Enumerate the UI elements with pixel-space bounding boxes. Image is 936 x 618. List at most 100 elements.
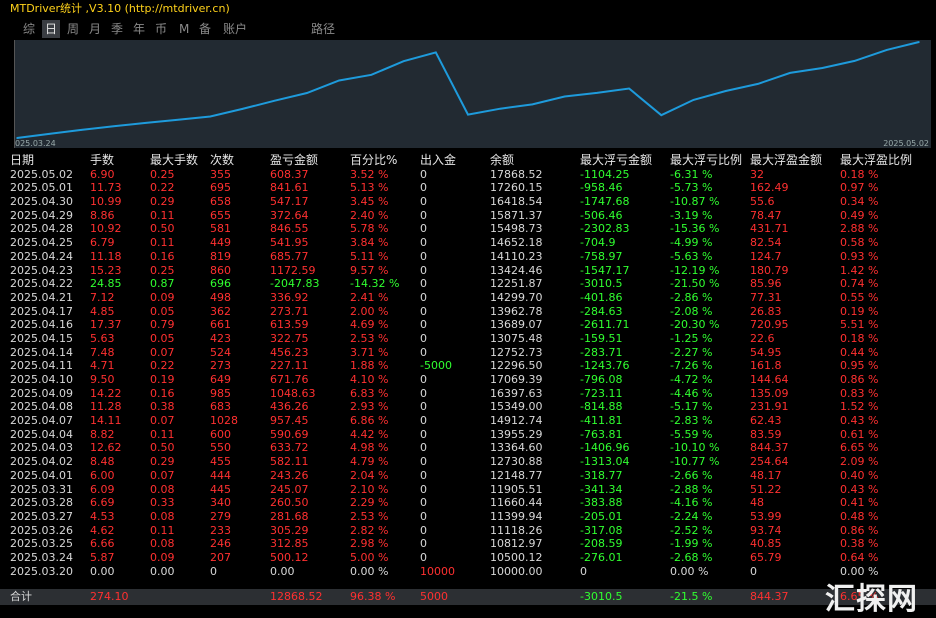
table-cell: 14110.23 xyxy=(490,249,543,263)
table-cell: 2025.04.11 xyxy=(10,359,73,373)
tab-2[interactable]: 周 xyxy=(67,22,80,36)
equity-point xyxy=(886,49,888,51)
table-row[interactable]: 2025.04.10 9.50 0.19 649 671.76 4.10 % 0 17069.… xyxy=(0,373,936,387)
table-cell: -2302.83 xyxy=(580,222,630,236)
table-row[interactable]: 2025.03.31 6.09 0.08 445 245.07 2.10 % 0 11905.… xyxy=(0,483,936,497)
table-cell: -317.08 xyxy=(580,523,623,537)
table-cell: 0.38 % xyxy=(840,537,879,551)
tab-0[interactable]: 综 xyxy=(23,22,36,36)
table-row[interactable]: 2025.04.02 8.48 0.29 455 582.11 4.79 % 0 12730.… xyxy=(0,455,936,469)
table-cell: 0 xyxy=(420,304,427,318)
equity-point xyxy=(306,92,308,94)
table-cell: 0 xyxy=(420,195,427,209)
table-cell: -276.01 xyxy=(580,550,623,564)
window-title: MTDriver统计 ,V3.10 (http://mtdriver.cn) xyxy=(0,0,936,18)
table-cell: -2.83 % xyxy=(670,414,713,428)
table-cell: 2025.04.23 xyxy=(10,263,73,277)
tab-5[interactable]: 年 xyxy=(133,22,146,36)
table-cell: 846.55 xyxy=(270,222,309,236)
table-cell: 0 xyxy=(420,290,427,304)
table-cell: 0.00 % xyxy=(670,564,709,578)
table-cell: 233 xyxy=(210,523,231,537)
table-cell: 0.11 xyxy=(150,208,175,222)
table-cell: 11.28 xyxy=(90,400,122,414)
table-row[interactable]: 2025.05.02 6.90 0.25 355 608.37 3.52 % 0 17868.… xyxy=(0,168,936,182)
table-row[interactable]: 2025.04.30 10.99 0.29 658 547.17 3.45 % 0 16418… xyxy=(0,195,936,209)
tab-7[interactable]: M xyxy=(179,22,190,36)
table-cell: 246 xyxy=(210,537,231,551)
watermark-logo: 汇探网 xyxy=(825,582,918,617)
table-cell: 2025.04.29 xyxy=(10,208,73,222)
table-cell: 0.25 xyxy=(150,263,175,277)
table-row[interactable]: 2025.04.08 11.28 0.38 683 436.26 2.93 % 0 15349… xyxy=(0,400,936,414)
tab-9[interactable]: 账户 xyxy=(223,22,248,36)
tab-4[interactable]: 季 xyxy=(111,22,124,36)
table-cell: 11399.94 xyxy=(490,509,543,523)
table-cell: 124.7 xyxy=(750,249,782,263)
table-cell: -5.73 % xyxy=(670,181,713,195)
table-cell: 10.92 xyxy=(90,222,122,236)
table-row[interactable]: 2025.03.28 6.69 0.33 340 260.50 2.29 % 0 11660.… xyxy=(0,496,936,510)
equity-point xyxy=(499,107,502,110)
table-cell: 0 xyxy=(420,496,427,510)
table-cell: 10812.97 xyxy=(490,537,543,551)
table-cell: 0 xyxy=(420,400,427,414)
table-cell: -411.81 xyxy=(580,414,623,428)
table-row[interactable]: 2025.03.24 5.87 0.09 207 500.12 5.00 % 0 10500.… xyxy=(0,551,936,565)
table-cell: -1747.68 xyxy=(580,195,630,209)
table-cell: -4.99 % xyxy=(670,236,713,250)
table-cell: 661 xyxy=(210,318,231,332)
column-header: 最大手数 xyxy=(150,153,199,167)
table-row[interactable]: 2025.04.15 5.63 0.05 423 322.75 2.53 % 0 13075.… xyxy=(0,332,936,346)
table-row[interactable]: 2025.04.29 8.86 0.11 655 372.64 2.40 % 0 15871.… xyxy=(0,209,936,223)
table-cell: 4.62 xyxy=(90,523,115,537)
table-row[interactable]: 2025.04.07 14.11 0.07 1028 957.45 6.86 % 0 1491… xyxy=(0,414,936,428)
tab-3[interactable]: 月 xyxy=(89,22,102,36)
table-cell: 62.43 xyxy=(750,414,782,428)
tab-8[interactable]: 备 xyxy=(199,22,212,36)
table-row[interactable]: 2025.04.09 14.22 0.16 985 1048.63 6.83 % 0 1639… xyxy=(0,387,936,401)
column-header: 最大浮亏金额 xyxy=(580,153,653,167)
equity-point xyxy=(628,87,630,90)
equity-point xyxy=(435,51,437,54)
table-cell: 0 xyxy=(420,550,427,564)
table-cell: 15498.73 xyxy=(490,222,543,236)
table-cell: 2.00 % xyxy=(350,304,389,318)
table-cell: 4.85 xyxy=(90,304,115,318)
tab-1[interactable]: 日 xyxy=(42,20,61,38)
table-cell: 0 xyxy=(420,537,427,551)
table-cell: 2025.04.21 xyxy=(10,290,73,304)
table-row[interactable]: 2025.04.01 6.00 0.07 444 243.26 2.04 % 0 12148.… xyxy=(0,469,936,483)
table-row[interactable]: 2025.04.25 6.79 0.11 449 541.95 3.84 % 0 14652.… xyxy=(0,236,936,250)
table-row[interactable]: 2025.03.27 4.53 0.08 279 281.68 2.53 % 0 11399.… xyxy=(0,510,936,524)
table-cell: 0.74 % xyxy=(840,277,879,291)
table-row[interactable]: 2025.03.25 6.66 0.08 246 312.85 2.98 % 0 10812.… xyxy=(0,537,936,551)
table-row[interactable]: 2025.04.14 7.48 0.07 524 456.23 3.71 % 0 12752.… xyxy=(0,346,936,360)
table-row[interactable]: 2025.04.28 10.92 0.50 581 846.55 5.78 % 0 15498… xyxy=(0,222,936,236)
table-row[interactable]: 2025.04.11 4.71 0.22 273 227.11 1.88 % -5000 12… xyxy=(0,359,936,373)
table-cell: 2025.04.14 xyxy=(10,345,73,359)
table-cell: 0.18 % xyxy=(840,167,879,181)
table-row[interactable]: 2025.03.20 0.00 0.00 0 0.00 0.00 % 10000 10000.… xyxy=(0,565,936,579)
table-row[interactable]: 2025.04.17 4.85 0.05 362 273.71 2.00 % 0 13962.… xyxy=(0,305,936,319)
tab-10[interactable]: 路径 xyxy=(311,22,336,36)
tab-6[interactable]: 币 xyxy=(155,22,168,36)
table-row[interactable]: 2025.03.26 4.62 0.11 233 305.29 2.82 % 0 11118.… xyxy=(0,524,936,538)
table-row[interactable]: 2025.04.16 17.37 0.79 661 613.59 4.69 % 0 13689… xyxy=(0,318,936,332)
table-cell: 695 xyxy=(210,181,231,195)
table-cell: 841.61 xyxy=(270,181,309,195)
table-row[interactable]: 2025.04.24 11.18 0.16 819 685.77 5.11 % 0 14110… xyxy=(0,250,936,264)
table-row[interactable]: 2025.04.22 24.85 0.87 696 -2047.83 -14.32 % 0 1… xyxy=(0,277,936,291)
table-row[interactable]: 2025.04.04 8.82 0.11 600 590.69 4.42 % 0 13955.… xyxy=(0,428,936,442)
table-row[interactable]: 2025.05.01 11.73 0.22 695 841.61 5.13 % 0 17260… xyxy=(0,181,936,195)
table-cell: 0.07 xyxy=(150,414,175,428)
table-cell: 844.37 xyxy=(750,441,789,455)
table-cell: 340 xyxy=(210,496,231,510)
table-cell: 0.16 xyxy=(150,249,175,263)
table-row[interactable]: 2025.04.23 15.23 0.25 860 1172.59 9.57 % 0 1342… xyxy=(0,264,936,278)
table-row[interactable]: 2025.04.03 12.62 0.50 550 633.72 4.98 % 0 13364… xyxy=(0,441,936,455)
table-cell: -7.26 % xyxy=(670,359,713,373)
table-row[interactable]: 2025.04.21 7.12 0.09 498 336.92 2.41 % 0 14299.… xyxy=(0,291,936,305)
table-cell: -6.31 % xyxy=(670,167,713,181)
table-cell: 5.00 % xyxy=(350,550,389,564)
